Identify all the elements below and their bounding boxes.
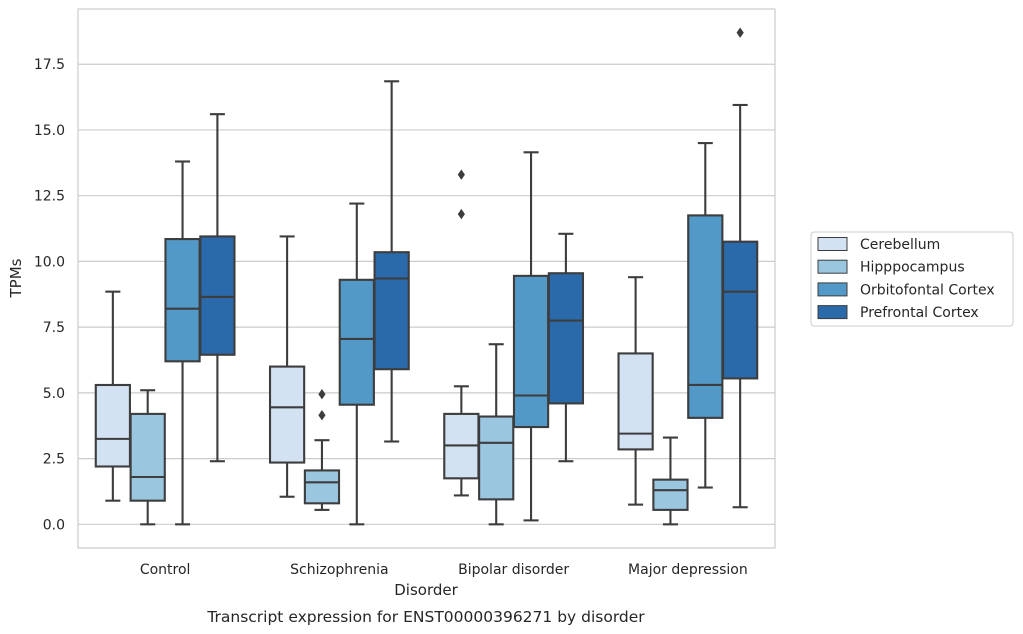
legend-item-cerebellum: Cerebellum xyxy=(817,237,940,253)
box-iqr xyxy=(94,383,131,468)
y-tick-label: 2.5 xyxy=(43,452,65,468)
outlier-point xyxy=(736,27,744,38)
outlier-point xyxy=(318,410,326,421)
x-tick-label: Schizophrenia xyxy=(290,562,388,578)
legend-item-hipppocampus: Hipppocampus xyxy=(817,259,965,276)
y-tick-label: 15.0 xyxy=(34,123,65,139)
box-iqr xyxy=(687,214,724,419)
box-iqr xyxy=(652,478,689,511)
box-prefrontal-cortex-control xyxy=(199,113,236,463)
box-hipppocampus-schizophrenia xyxy=(303,388,341,511)
outlier-point xyxy=(457,208,465,220)
y-tick-label: 5.0 xyxy=(43,386,65,402)
legend-item-prefrontal-cortex: Prefrontal Cortex xyxy=(817,305,979,321)
box-hipppocampus-bipolar-disorder xyxy=(478,343,515,526)
box-iqr xyxy=(268,365,306,464)
outlier-point xyxy=(457,169,465,180)
box-hipppocampus-major-depression xyxy=(652,436,689,526)
x-axis-label: Disorder xyxy=(394,581,458,599)
boxes xyxy=(94,27,759,526)
box-iqr xyxy=(547,272,585,405)
box-prefrontal-cortex-schizophrenia xyxy=(373,80,410,443)
box-cerebellum-control xyxy=(94,290,131,502)
y-axis-label: TPMs xyxy=(7,258,25,298)
legend-swatch xyxy=(817,259,848,274)
box-orbitofontal-cortex-control xyxy=(164,160,201,526)
box-cerebellum-major-depression xyxy=(617,276,654,506)
x-tick-label: Major depression xyxy=(628,562,748,578)
legend-swatch xyxy=(817,282,848,297)
legend-swatch xyxy=(817,237,848,251)
legend-swatch xyxy=(817,305,848,320)
x-tick-label: Bipolar disorder xyxy=(458,562,569,578)
box-iqr xyxy=(199,235,236,356)
box-cerebellum-bipolar-disorder xyxy=(443,169,480,497)
box-iqr xyxy=(373,251,410,371)
box-iqr xyxy=(617,352,654,451)
box-cerebellum-schizophrenia xyxy=(268,235,306,498)
box-iqr xyxy=(303,469,341,505)
box-iqr xyxy=(129,412,166,502)
legend-frame xyxy=(810,231,1014,327)
box-hipppocampus-control xyxy=(129,389,166,526)
x-tick-label: Control xyxy=(140,562,191,578)
legend-label: Hipppocampus xyxy=(860,260,965,276)
box-iqr xyxy=(478,415,515,501)
legend-label: Cerebellum xyxy=(860,237,940,253)
y-tick-label: 0.0 xyxy=(43,517,65,533)
box-iqr xyxy=(512,274,550,429)
box-prefrontal-cortex-major-depression xyxy=(722,27,759,509)
chart-caption: Transcript expression for ENST0000039627… xyxy=(206,608,645,626)
box-iqr xyxy=(722,240,759,380)
box-iqr xyxy=(164,238,201,363)
y-tick-label: 7.5 xyxy=(43,320,65,336)
outlier-point xyxy=(318,388,326,400)
box-orbitofontal-cortex-bipolar-disorder xyxy=(512,151,550,522)
legend: Cerebellum Hipppocampus Orbitofontal Corte… xyxy=(810,231,1014,327)
y-tick-label: 12.5 xyxy=(34,189,65,205)
y-tick-label: 10.0 xyxy=(34,254,65,270)
plot-area-frame xyxy=(77,8,776,549)
box-iqr xyxy=(338,278,375,406)
box-orbitofontal-cortex-major-depression xyxy=(687,142,724,489)
legend-label: Orbitofontal Cortex xyxy=(860,282,995,298)
y-tick-labels: 0.0 2.5 5.0 7.5 10.0 12.5 15.0 17.5 xyxy=(34,57,65,533)
y-tick-label: 17.5 xyxy=(34,57,65,73)
box-prefrontal-cortex-bipolar-disorder xyxy=(547,232,585,463)
legend-item-orbitofontal-cortex: Orbitofontal Cortex xyxy=(817,282,995,298)
x-tick-labels: Control Schizophrenia Bipolar disorder Majo… xyxy=(140,562,748,578)
legend-label: Prefrontal Cortex xyxy=(860,305,979,321)
box-orbitofontal-cortex-schizophrenia xyxy=(338,202,375,526)
